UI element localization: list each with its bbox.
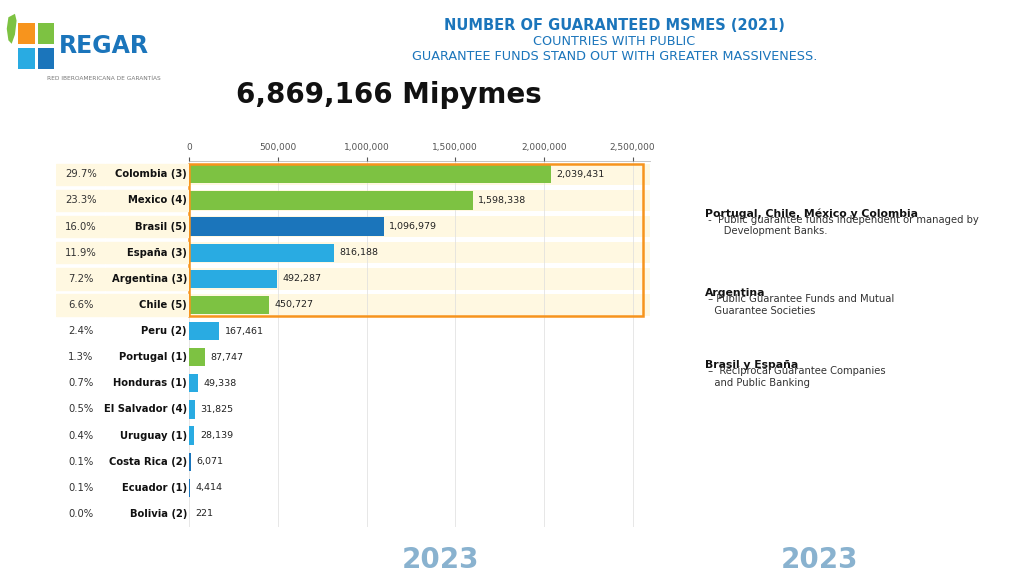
Bar	[189, 164, 1024, 185]
Text: Costa Rica (2): Costa Rica (2)	[109, 457, 187, 467]
Text: Portugal, Chile, México y Colombia: Portugal, Chile, México y Colombia	[705, 208, 918, 219]
Bar	[56, 216, 105, 237]
Bar	[189, 400, 196, 419]
Text: 7.2%: 7.2%	[69, 274, 93, 284]
Bar	[189, 294, 1024, 316]
Bar	[189, 191, 473, 210]
Text: Chile (5): Chile (5)	[139, 300, 187, 310]
Bar	[56, 164, 105, 185]
Text: Honduras (1): Honduras (1)	[114, 378, 187, 388]
Text: 492,287: 492,287	[283, 274, 322, 283]
Bar	[105, 294, 189, 316]
Bar	[189, 296, 269, 314]
Text: 1,096,979: 1,096,979	[389, 222, 437, 231]
Text: – Public Guarantee Funds and Mutual
   Guarantee Societies: – Public Guarantee Funds and Mutual Guar…	[705, 294, 894, 316]
Text: El Salvador (4): El Salvador (4)	[103, 404, 187, 415]
Text: Source: REGAR with data from the statistics of the activity of the guarantees 20: Source: REGAR with data from the statist…	[15, 548, 419, 559]
Bar	[56, 190, 105, 211]
Text: 28,139: 28,139	[200, 431, 233, 440]
Bar	[189, 348, 205, 366]
Text: -  Public guarantee funds independent or managed by
      Development Banks.: - Public guarantee funds independent or …	[705, 215, 978, 236]
Text: 450,727: 450,727	[274, 301, 313, 309]
Bar	[189, 374, 199, 392]
Bar	[189, 216, 1024, 237]
Bar	[189, 242, 1024, 263]
Bar	[38, 23, 54, 44]
Bar	[56, 294, 105, 316]
Bar	[189, 322, 219, 340]
Text: 6.6%: 6.6%	[69, 300, 93, 310]
Text: 0.0%: 0.0%	[69, 509, 93, 519]
Text: 0.1%: 0.1%	[69, 483, 93, 493]
Text: 49,338: 49,338	[204, 379, 237, 388]
Text: 29.7%: 29.7%	[65, 169, 97, 179]
Bar	[18, 23, 35, 44]
Text: Argentina: Argentina	[705, 288, 765, 298]
Bar	[189, 244, 334, 262]
Text: PAÍS
(No. Entes): PAÍS (No. Entes)	[118, 136, 177, 155]
Text: Brasil (5): Brasil (5)	[135, 222, 187, 232]
Text: 23.3%: 23.3%	[66, 195, 96, 206]
Text: 1,598,338: 1,598,338	[478, 196, 526, 205]
Bar	[189, 165, 551, 184]
Bar	[189, 268, 1024, 290]
Text: Uruguay (1): Uruguay (1)	[120, 431, 187, 441]
Text: Bolivia (2): Bolivia (2)	[130, 509, 187, 519]
Text: España (3): España (3)	[127, 248, 187, 257]
Bar	[189, 453, 190, 471]
Text: Colombia (3): Colombia (3)	[115, 169, 187, 179]
Text: 6,869,166 Mipymes: 6,869,166 Mipymes	[237, 81, 542, 109]
Text: REGAR: REGAR	[58, 34, 148, 58]
Text: 6,071: 6,071	[196, 457, 223, 466]
Text: 0.5%: 0.5%	[69, 404, 93, 415]
Text: 2023: 2023	[401, 545, 479, 574]
Bar	[105, 242, 189, 263]
Bar	[56, 268, 105, 290]
Text: 16.0%: 16.0%	[66, 222, 96, 232]
Text: 87,747: 87,747	[211, 353, 244, 362]
Text: 221: 221	[195, 510, 213, 518]
Bar	[38, 48, 54, 69]
Text: 2.4%: 2.4%	[69, 326, 93, 336]
Text: 2023: 2023	[780, 545, 858, 574]
Text: Brasil y España: Brasil y España	[705, 360, 798, 370]
Text: Argentina (3): Argentina (3)	[112, 274, 187, 284]
Text: Ecuador (1): Ecuador (1)	[122, 483, 187, 493]
Bar	[105, 268, 189, 290]
Bar	[105, 190, 189, 211]
Text: 0.7%: 0.7%	[69, 378, 93, 388]
Bar	[105, 164, 189, 185]
Bar	[18, 48, 35, 69]
Polygon shape	[7, 14, 16, 44]
Text: RED IBEROAMERICANA DE GARANTÍAS: RED IBEROAMERICANA DE GARANTÍAS	[46, 76, 161, 81]
Text: 4,414: 4,414	[196, 483, 223, 492]
Bar	[105, 216, 189, 237]
Text: %
TOTAL: % TOTAL	[63, 136, 98, 155]
Text: 0.4%: 0.4%	[69, 431, 93, 441]
Text: 11.9%: 11.9%	[65, 248, 97, 257]
Text: 2,039,431: 2,039,431	[556, 170, 604, 179]
Text: 167,461: 167,461	[224, 327, 263, 336]
Bar	[189, 164, 643, 316]
Text: Mexico (4): Mexico (4)	[128, 195, 187, 206]
Bar	[189, 218, 384, 236]
Text: 816,188: 816,188	[340, 248, 379, 257]
Text: 0.1%: 0.1%	[69, 457, 93, 467]
Text: COUNTRIES WITH PUBLIC
GUARANTEE FUNDS STAND OUT WITH GREATER MASSIVENESS.: COUNTRIES WITH PUBLIC GUARANTEE FUNDS ST…	[412, 35, 817, 63]
Text: 31,825: 31,825	[201, 405, 233, 414]
Text: –  Reciprocal Guarantee Companies
   and Public Banking: – Reciprocal Guarantee Companies and Pub…	[705, 366, 885, 388]
Bar	[189, 270, 276, 288]
Text: Portugal (1): Portugal (1)	[119, 352, 187, 362]
Bar	[189, 190, 1024, 211]
Bar	[189, 426, 195, 445]
Bar	[56, 242, 105, 263]
Text: Peru (2): Peru (2)	[141, 326, 187, 336]
Text: 1.3%: 1.3%	[69, 352, 93, 362]
Text: NUMBER OF GUARANTEED MSMES (2021): NUMBER OF GUARANTEED MSMES (2021)	[444, 18, 784, 33]
